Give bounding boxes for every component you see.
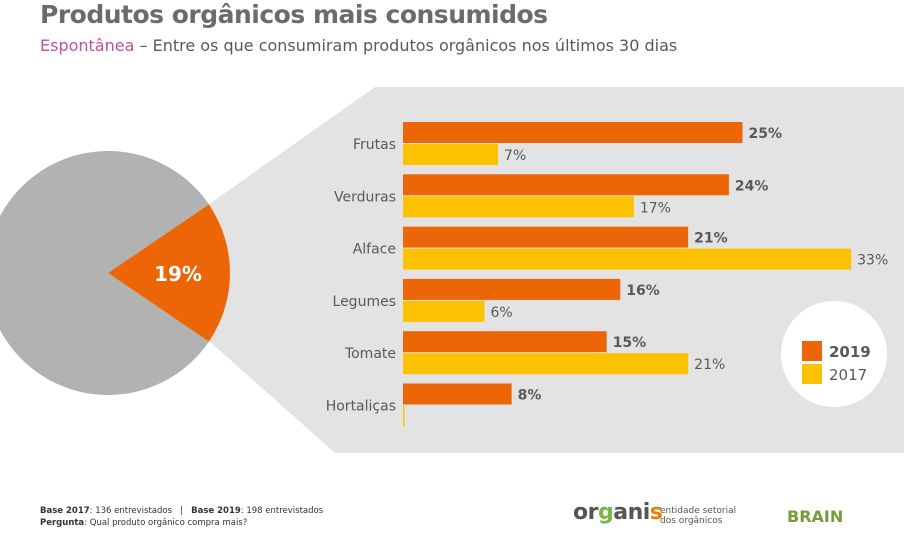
bar-2019	[403, 278, 621, 300]
organis-sub2: dos orgânicos	[660, 516, 723, 526]
category-label: Verduras	[334, 189, 396, 205]
brain-logo: BRAIN	[787, 507, 844, 526]
value-label-2019: 15%	[613, 335, 647, 351]
bar-2017	[403, 144, 499, 165]
value-label-2017: 7%	[504, 148, 526, 164]
organis-sub1: entidade setorial	[660, 506, 737, 516]
category-label: Alface	[353, 242, 396, 258]
chart-title: Produtos orgânicos mais consumidos	[40, 0, 548, 29]
legend-swatch-2019	[802, 341, 822, 361]
value-label-2019: 8%	[518, 388, 542, 404]
separator: |	[180, 506, 184, 516]
legend-label-2019: 2019	[829, 343, 871, 361]
bar-2019	[403, 383, 512, 405]
category-label: Legumes	[333, 294, 396, 310]
bar-2017	[403, 300, 485, 322]
question-label: Pergunta	[40, 518, 85, 528]
legend-swatch-2017	[802, 364, 822, 384]
bar-2017	[403, 353, 689, 375]
bar-2019	[403, 226, 689, 248]
value-label-2017: 33%	[857, 253, 888, 269]
zoom-panel	[205, 87, 904, 453]
bar-2019	[403, 122, 743, 143]
base2019-label: Base 2019	[191, 506, 241, 516]
pie-label: 19%	[154, 262, 202, 286]
value-label-2019: 25%	[749, 126, 783, 142]
value-label-2019: 24%	[735, 178, 769, 194]
bar-2019	[403, 331, 607, 353]
footer-question: Pergunta: Qual produto orgânico compra m…	[40, 518, 247, 528]
chart-subtitle: Espontânea – Entre os que consumiram pro…	[40, 36, 677, 55]
organis-tagline: entidade setorial dos orgânicos	[660, 506, 736, 526]
pie-slice-highlight	[108, 204, 230, 342]
bar-2017	[403, 248, 852, 270]
value-label-2019: 16%	[626, 283, 660, 299]
category-label: Frutas	[353, 137, 396, 153]
pie-slice-rest	[0, 151, 209, 395]
value-label-2017: 21%	[694, 357, 725, 373]
footer-base: Base 2017: 136 entrevistados | Base 2019…	[40, 506, 323, 516]
bar-2017	[403, 405, 405, 427]
question-value: : Qual produto orgânico compra mais?	[84, 518, 248, 528]
value-label-2017: 17%	[640, 200, 671, 216]
value-label-2019: 21%	[694, 231, 728, 247]
subtitle-highlight: Espontânea	[40, 36, 135, 55]
base2017-label: Base 2017	[40, 506, 90, 516]
base2017-value: : 136 entrevistados	[89, 506, 173, 516]
legend-label-2017: 2017	[829, 366, 867, 384]
bar-2019	[403, 174, 729, 196]
subtitle-text: – Entre os que consumiram produtos orgân…	[134, 36, 678, 55]
category-label: Hortaliças	[326, 399, 396, 415]
value-label-2017: 6%	[490, 305, 512, 321]
category-label: Tomate	[344, 346, 396, 362]
organis-logo: organis	[573, 500, 663, 525]
bar-2017	[403, 196, 634, 218]
base2019-value: : 198 entrevistados	[240, 506, 324, 516]
